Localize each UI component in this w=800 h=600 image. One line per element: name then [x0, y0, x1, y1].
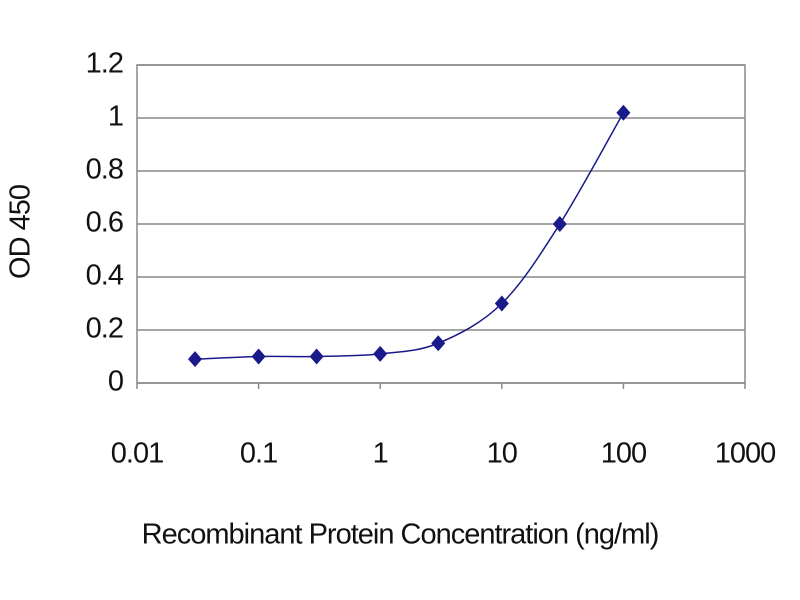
y-tick-label: 0.2	[86, 313, 123, 345]
y-tick-label: 0.4	[86, 260, 124, 292]
y-tick-label: 0.6	[86, 207, 123, 239]
x-axis-label: Recombinant Protein Concentration (ng/ml…	[142, 519, 659, 551]
x-tick-label: 100	[601, 438, 646, 470]
x-tick-label: 0.01	[111, 438, 163, 470]
y-tick-label: 0	[108, 366, 123, 398]
y-tick-label: 1	[108, 101, 123, 133]
marker	[309, 348, 324, 365]
marker	[431, 335, 446, 352]
marker	[494, 295, 509, 312]
x-tick-label: 1	[373, 438, 388, 470]
x-tick-label: 0.1	[240, 438, 277, 470]
marker	[373, 345, 388, 362]
marker	[251, 348, 266, 365]
marker	[552, 216, 567, 232]
y-tick-label: 0.8	[86, 154, 123, 186]
marker	[188, 351, 203, 368]
x-tick-label: 1000	[715, 438, 776, 470]
x-tick-label: 10	[487, 438, 517, 470]
y-axis-label: OD 450	[5, 185, 37, 279]
marker	[616, 104, 631, 121]
y-tick-label: 1.2	[86, 48, 123, 80]
